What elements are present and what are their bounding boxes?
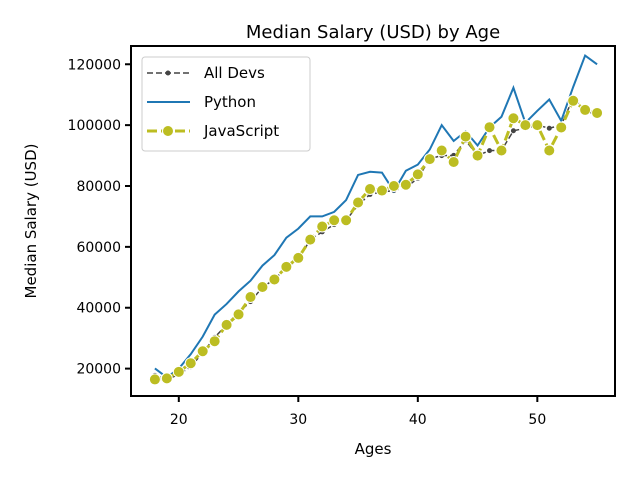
- x-tick-label: 20: [170, 412, 188, 428]
- data-point-javascript: [447, 155, 460, 168]
- data-point-javascript: [220, 318, 233, 331]
- y-tick-label: 100000: [68, 118, 121, 134]
- data-point-javascript: [519, 119, 532, 132]
- data-point-all-devs: [546, 125, 552, 131]
- data-point-javascript: [543, 144, 556, 157]
- data-point-javascript: [591, 106, 604, 119]
- data-point-javascript: [148, 373, 161, 386]
- data-point-javascript: [160, 372, 173, 385]
- data-point-javascript: [292, 251, 305, 264]
- y-axis: 20000 40000 60000 80000 100000 120000: [68, 57, 131, 378]
- data-point-javascript: [196, 345, 209, 358]
- data-point-all-devs: [510, 128, 516, 134]
- chart-title: Median Salary (USD) by Age: [246, 22, 500, 43]
- data-point-javascript: [375, 184, 388, 197]
- legend: All Devs Python JavaScript: [141, 56, 311, 152]
- data-point-javascript: [471, 149, 484, 162]
- data-point-javascript: [184, 357, 197, 370]
- data-point-javascript: [579, 103, 592, 116]
- legend-marker-all-devs: [165, 70, 171, 76]
- data-point-javascript: [256, 280, 269, 293]
- data-point-javascript: [435, 144, 448, 157]
- legend-box: [141, 56, 311, 152]
- legend-marker-javascript: [162, 125, 174, 137]
- data-point-javascript: [483, 121, 496, 134]
- data-point-javascript: [280, 260, 293, 273]
- x-tick-label: 40: [409, 412, 427, 428]
- legend-label-all-devs: All Devs: [204, 64, 265, 82]
- data-point-javascript: [459, 130, 472, 143]
- series-layer: [148, 53, 604, 386]
- data-point-javascript: [172, 365, 185, 378]
- data-point-javascript: [328, 214, 341, 227]
- data-point-javascript: [304, 233, 317, 246]
- data-point-javascript: [531, 119, 544, 132]
- y-tick-label: 80000: [76, 179, 121, 195]
- legend-label-python: Python: [204, 93, 256, 111]
- y-tick-label: 60000: [76, 240, 121, 256]
- data-point-javascript: [352, 196, 365, 209]
- data-point-javascript: [340, 214, 353, 227]
- data-point-javascript: [567, 94, 580, 107]
- data-point-javascript: [423, 153, 436, 166]
- data-point-all-devs: [487, 148, 493, 154]
- y-axis-label: Median Salary (USD): [22, 144, 40, 299]
- data-point-javascript: [316, 220, 329, 233]
- x-axis: 20 30 40 50: [170, 396, 546, 428]
- data-point-javascript: [387, 180, 400, 193]
- data-point-javascript: [555, 121, 568, 134]
- data-point-javascript: [244, 291, 257, 304]
- data-point-javascript: [268, 273, 281, 286]
- data-point-javascript: [364, 183, 377, 196]
- y-tick-label: 40000: [76, 301, 121, 317]
- y-tick-label: 120000: [68, 57, 121, 73]
- data-point-javascript: [411, 168, 424, 181]
- series-line-python: [154, 53, 598, 379]
- x-tick-label: 30: [289, 412, 307, 428]
- legend-label-javascript: JavaScript: [203, 122, 279, 140]
- data-point-javascript: [232, 308, 245, 321]
- x-axis-label: Ages: [355, 440, 392, 458]
- data-point-javascript: [495, 144, 508, 157]
- plot-area: [130, 45, 616, 397]
- y-tick-label: 20000: [76, 362, 121, 378]
- data-point-javascript: [399, 178, 412, 191]
- data-point-javascript: [208, 335, 221, 348]
- x-tick-label: 50: [528, 412, 546, 428]
- data-point-javascript: [507, 112, 520, 125]
